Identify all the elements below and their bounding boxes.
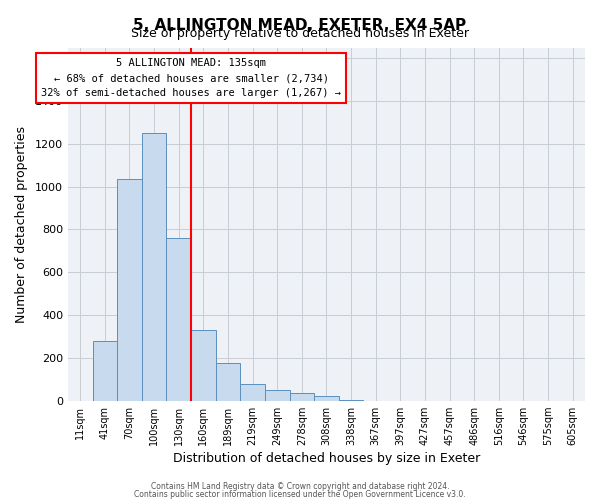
Bar bbox=[117, 179, 142, 400]
Bar bbox=[142, 133, 166, 400]
Bar bbox=[290, 393, 314, 400]
Bar bbox=[240, 384, 265, 400]
Bar bbox=[215, 363, 240, 401]
X-axis label: Distribution of detached houses by size in Exeter: Distribution of detached houses by size … bbox=[173, 452, 480, 465]
Bar bbox=[92, 341, 117, 400]
Text: Size of property relative to detached houses in Exeter: Size of property relative to detached ho… bbox=[131, 28, 469, 40]
Bar bbox=[166, 238, 191, 400]
Bar bbox=[314, 396, 339, 400]
Text: Contains HM Land Registry data © Crown copyright and database right 2024.: Contains HM Land Registry data © Crown c… bbox=[151, 482, 449, 491]
Text: 5 ALLINGTON MEAD: 135sqm
← 68% of detached houses are smaller (2,734)
32% of sem: 5 ALLINGTON MEAD: 135sqm ← 68% of detach… bbox=[41, 58, 341, 98]
Y-axis label: Number of detached properties: Number of detached properties bbox=[15, 126, 28, 322]
Text: 5, ALLINGTON MEAD, EXETER, EX4 5AP: 5, ALLINGTON MEAD, EXETER, EX4 5AP bbox=[133, 18, 467, 32]
Text: Contains public sector information licensed under the Open Government Licence v3: Contains public sector information licen… bbox=[134, 490, 466, 499]
Bar bbox=[191, 330, 215, 400]
Bar bbox=[265, 390, 290, 400]
